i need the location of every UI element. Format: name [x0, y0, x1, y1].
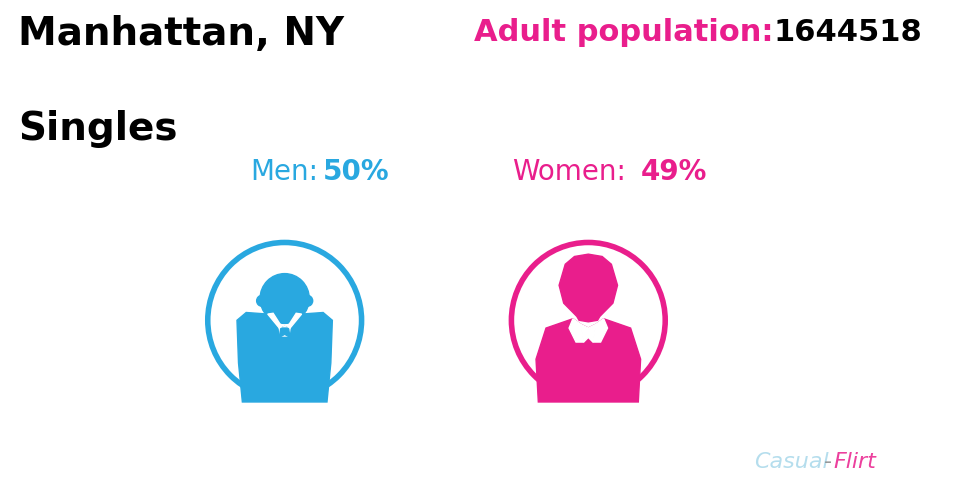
Text: Flirt: Flirt: [833, 451, 876, 471]
Polygon shape: [288, 314, 301, 329]
Text: Men:: Men:: [251, 158, 319, 186]
Text: Casual: Casual: [755, 451, 829, 471]
Polygon shape: [593, 319, 608, 342]
Polygon shape: [279, 327, 290, 344]
Polygon shape: [279, 338, 290, 363]
Polygon shape: [268, 314, 281, 329]
Text: Manhattan, NY: Manhattan, NY: [18, 15, 344, 53]
Text: Singles: Singles: [18, 110, 178, 148]
Circle shape: [256, 296, 268, 307]
Text: Women:: Women:: [513, 158, 626, 186]
Polygon shape: [581, 325, 596, 342]
Text: 50%: 50%: [323, 158, 389, 186]
Circle shape: [302, 296, 313, 307]
Polygon shape: [569, 319, 584, 342]
Text: -: -: [824, 451, 831, 471]
Text: 1644518: 1644518: [774, 18, 923, 47]
Polygon shape: [237, 313, 332, 402]
Text: 49%: 49%: [640, 158, 707, 186]
Polygon shape: [536, 319, 640, 402]
Text: Adult population:: Adult population:: [474, 18, 774, 47]
Circle shape: [260, 274, 309, 324]
Polygon shape: [279, 329, 290, 338]
Polygon shape: [559, 255, 617, 322]
